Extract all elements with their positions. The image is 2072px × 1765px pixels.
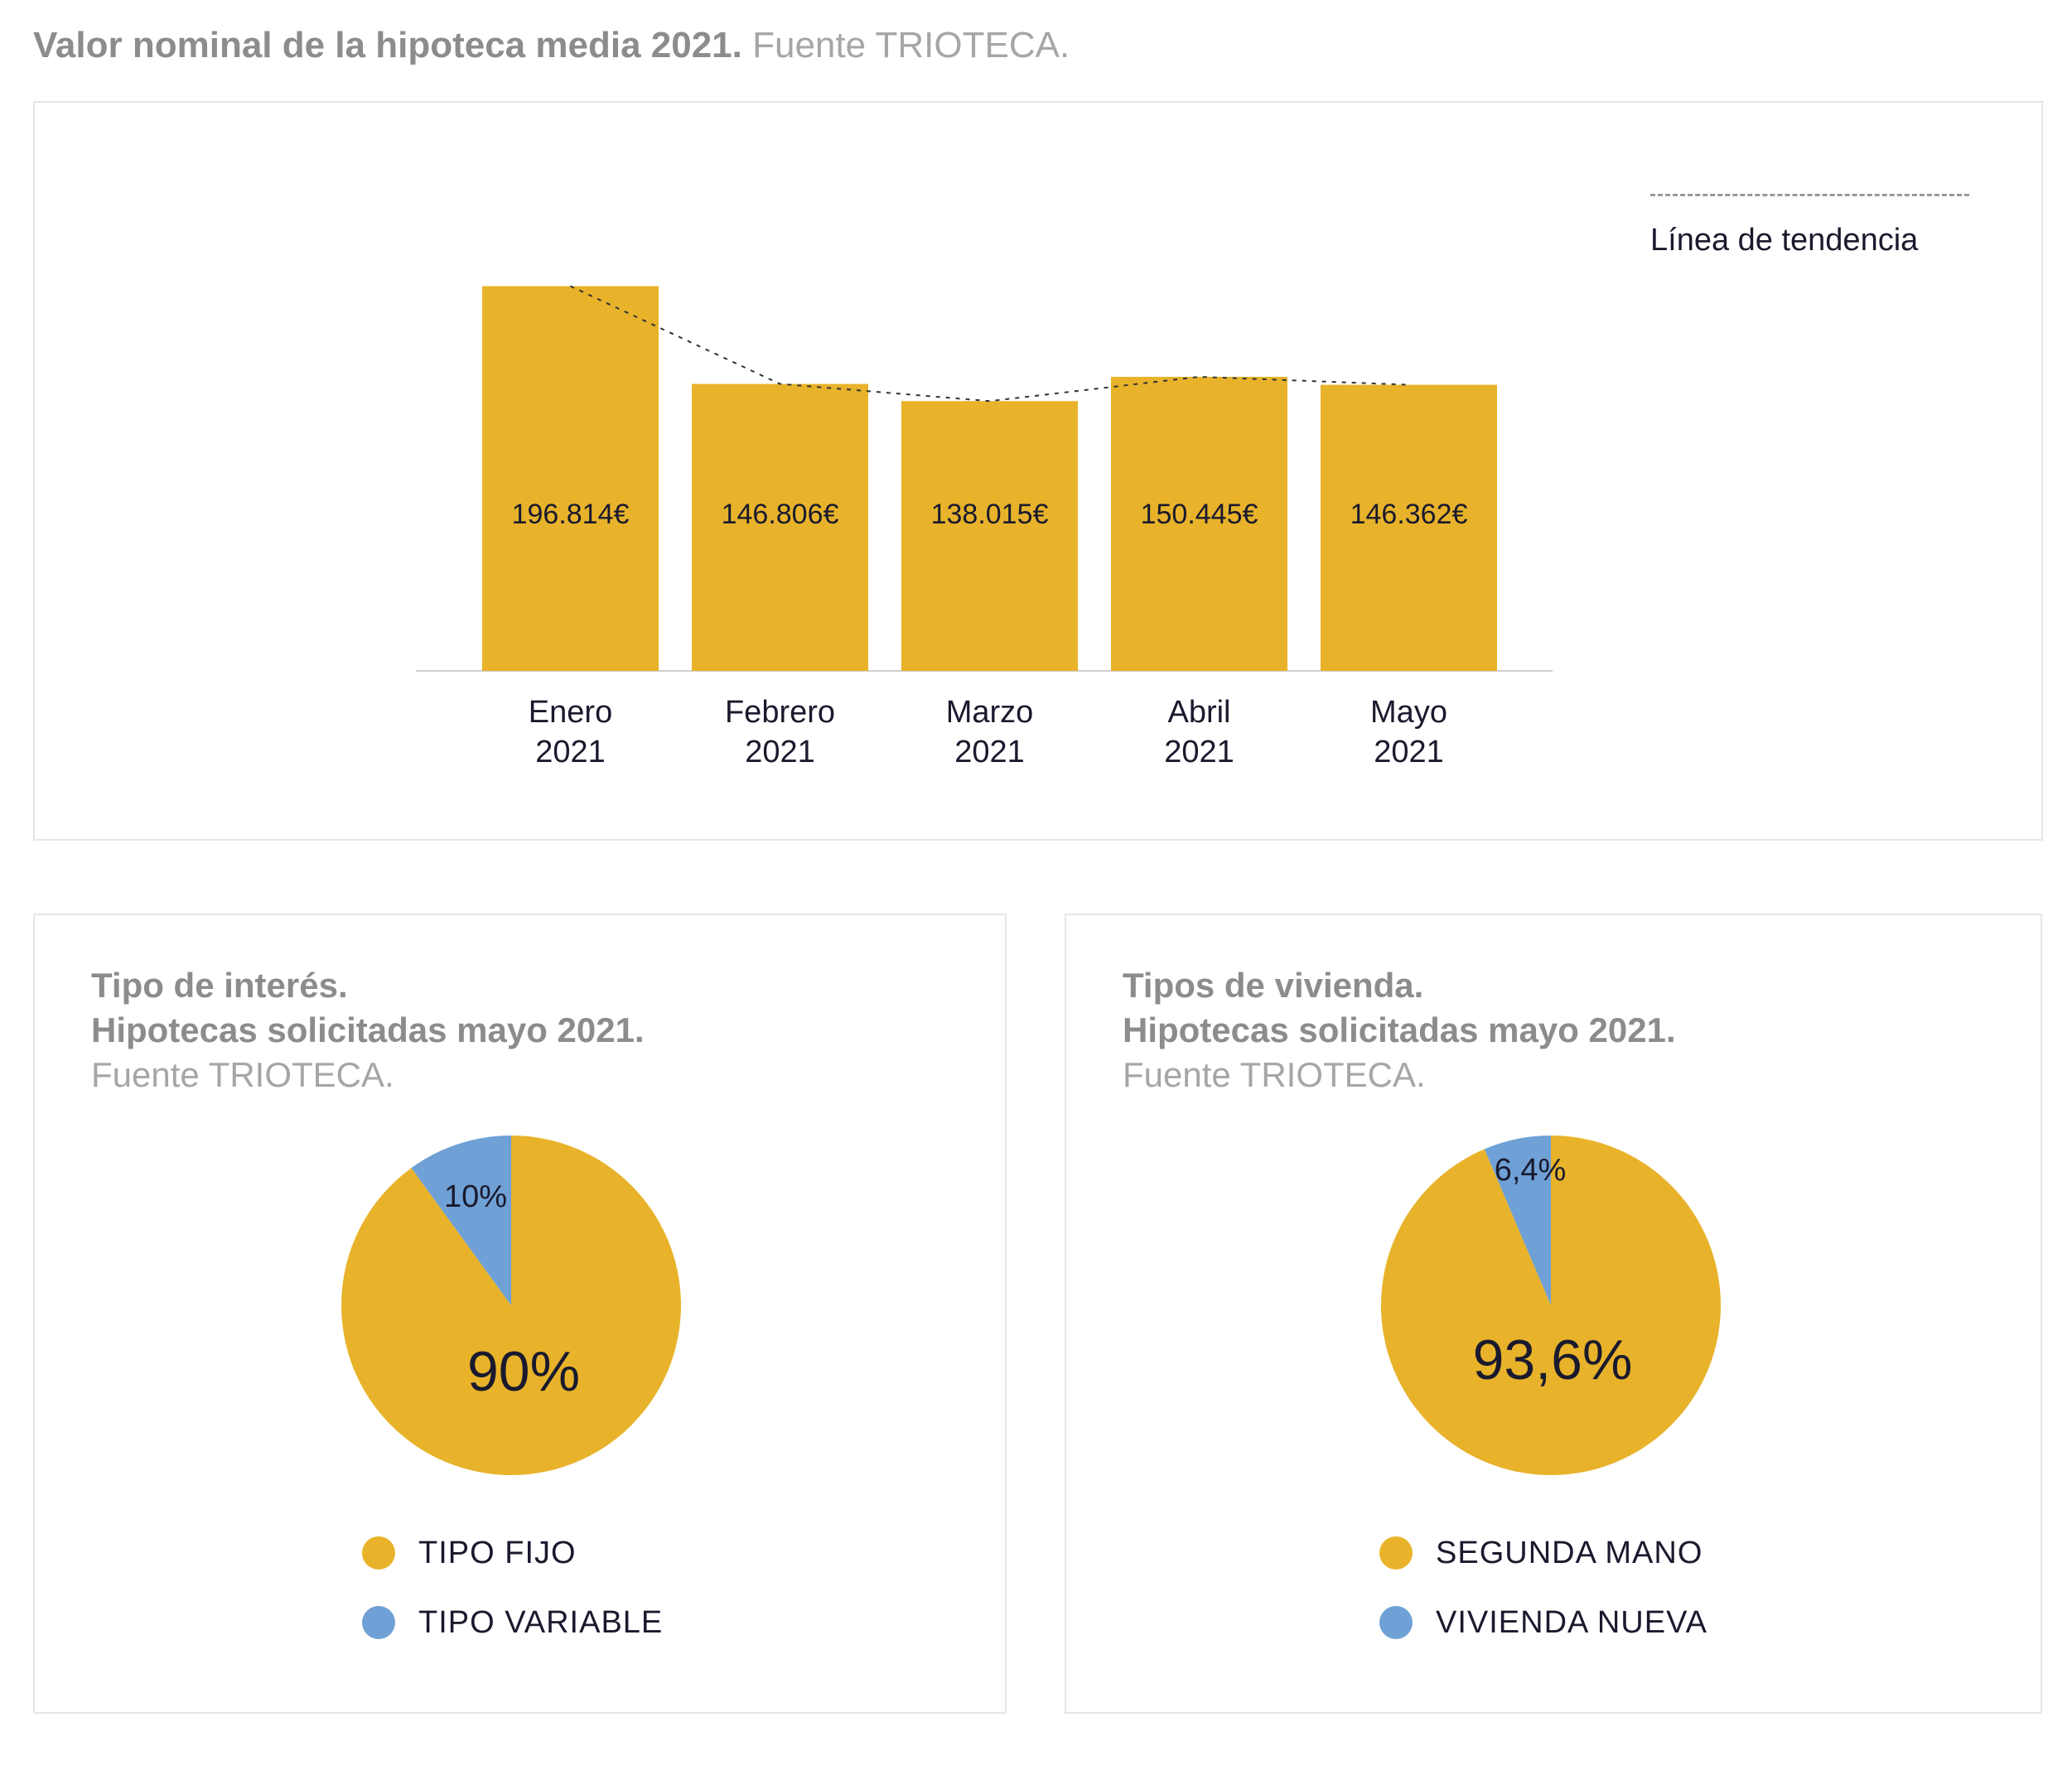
x-tick-label: 2021 bbox=[954, 735, 1025, 769]
x-tick-label: 2021 bbox=[745, 735, 815, 769]
pie-chart-housing: 93,6% 6,4% bbox=[1381, 1136, 1721, 1475]
bar bbox=[1111, 376, 1287, 671]
bar-value-label: 146.806€ bbox=[722, 499, 839, 530]
pie-label-major: 93,6% bbox=[1473, 1329, 1633, 1391]
pie-title-housing-sub: Hipotecas solicitadas mayo 2021. bbox=[1123, 1010, 1676, 1049]
pie-label-major: 90% bbox=[467, 1340, 580, 1403]
bar-chart-panel: 196.814€ Enero 2021 146.806€ Febrero 2021 138.… bbox=[33, 101, 2043, 841]
legend-item: TIPO FIJO bbox=[362, 1518, 663, 1588]
legend-dot-fixed bbox=[362, 1536, 395, 1570]
legend-item: SEGUNDA MANO bbox=[1379, 1518, 1707, 1588]
legend-dot-second-hand bbox=[1379, 1536, 1413, 1570]
pie-slice-minor bbox=[1484, 1136, 1551, 1305]
trendline-legend: Línea de tendencia bbox=[1650, 194, 1969, 258]
pie-label-minor: 10% bbox=[444, 1179, 507, 1214]
x-tick-label: 2021 bbox=[1374, 735, 1444, 769]
bar-value-label: 146.362€ bbox=[1350, 499, 1468, 530]
legend-label-variable: TIPO VARIABLE bbox=[418, 1604, 664, 1640]
pie-title-interest-main: Tipo de interés. bbox=[91, 966, 348, 1005]
bar-chart: 196.814€ Enero 2021 146.806€ Febrero 2021 138.… bbox=[416, 285, 1553, 769]
x-tick-label: Abril bbox=[1167, 695, 1230, 730]
legend-dot-variable bbox=[362, 1606, 395, 1639]
pie-title-interest-sub: Hipotecas solicitadas mayo 2021. bbox=[91, 1010, 645, 1049]
bar bbox=[901, 401, 1078, 671]
pie-chart-panel-interest: Tipo de interés. Hipotecas solicitadas m… bbox=[33, 914, 1007, 1714]
bar bbox=[1321, 384, 1497, 671]
trendline-legend-swatch bbox=[1650, 194, 1969, 196]
legend-dot-new-home bbox=[1379, 1606, 1413, 1639]
bar-value-label: 196.814€ bbox=[512, 499, 630, 530]
pie-label-minor: 6,4% bbox=[1495, 1153, 1567, 1188]
bar-value-label: 138.015€ bbox=[931, 499, 1049, 530]
legend-label-fixed: TIPO FIJO bbox=[418, 1535, 577, 1570]
x-tick-label: Mayo bbox=[1370, 695, 1447, 730]
x-tick-label: Febrero bbox=[725, 695, 835, 730]
legend-label-new-home: VIVIENDA NUEVA bbox=[1436, 1604, 1707, 1640]
x-tick-label: Marzo bbox=[946, 695, 1034, 730]
bar bbox=[692, 383, 868, 671]
x-tick-label: 2021 bbox=[535, 735, 606, 769]
bar bbox=[482, 286, 659, 671]
pie-legend-housing: SEGUNDA MANO VIVIENDA NUEVA bbox=[1379, 1518, 1707, 1657]
bar-value-label: 150.445€ bbox=[1141, 499, 1258, 530]
pie-chart-interest: 90% 10% bbox=[341, 1136, 681, 1475]
pie-title-housing: Tipos de vivienda. Hipotecas solicitadas… bbox=[1123, 963, 1676, 1097]
trendline-legend-label: Línea de tendencia bbox=[1650, 223, 1919, 258]
legend-label-second-hand: SEGUNDA MANO bbox=[1436, 1535, 1703, 1570]
pie-title-interest-source: Fuente TRIOTECA. bbox=[91, 1055, 394, 1094]
pie-title-housing-main: Tipos de vivienda. bbox=[1123, 966, 1424, 1005]
page-title: Valor nominal de la hipoteca media 2021.… bbox=[33, 25, 1070, 66]
x-tick-label: Enero bbox=[529, 695, 612, 730]
page-title-source: Fuente TRIOTECA. bbox=[752, 25, 1070, 65]
pie-legend-interest: TIPO FIJO TIPO VARIABLE bbox=[362, 1518, 663, 1657]
x-tick-label: 2021 bbox=[1164, 735, 1234, 769]
pie-chart-panel-housing: Tipos de vivienda. Hipotecas solicitadas… bbox=[1065, 914, 2042, 1714]
pie-slice-minor bbox=[411, 1136, 511, 1305]
pie-title-housing-source: Fuente TRIOTECA. bbox=[1123, 1055, 1426, 1094]
legend-item: TIPO VARIABLE bbox=[362, 1588, 663, 1657]
legend-item: VIVIENDA NUEVA bbox=[1379, 1588, 1707, 1657]
page-title-strong: Valor nominal de la hipoteca media 2021. bbox=[33, 25, 742, 65]
pie-title-interest: Tipo de interés. Hipotecas solicitadas m… bbox=[91, 963, 645, 1097]
